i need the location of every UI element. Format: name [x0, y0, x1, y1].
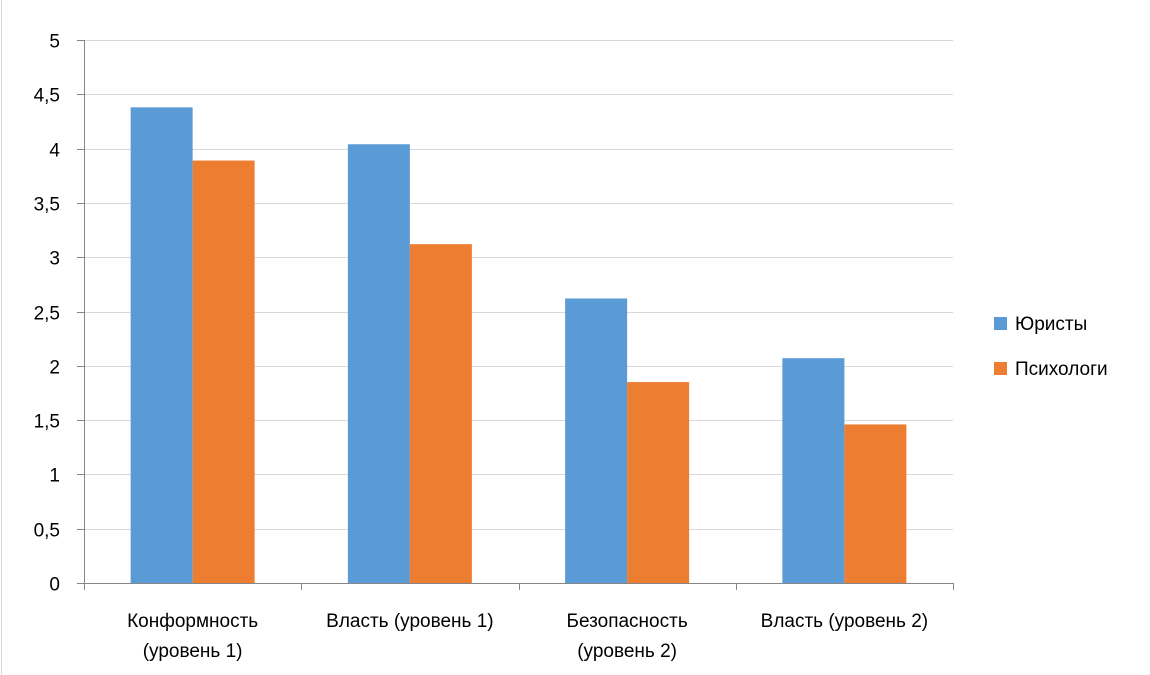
y-tick-label: 4	[49, 141, 60, 162]
legend-swatch	[994, 317, 1007, 330]
bar-series-2	[627, 382, 690, 583]
x-category-label: (уровень 1)	[143, 641, 243, 662]
bar-series-2	[409, 244, 472, 583]
x-category-label: Конформность	[127, 611, 258, 632]
x-category-label: Власть (уровень 1)	[326, 611, 493, 632]
bar-series-2	[844, 424, 907, 583]
x-category-label: (уровень 2)	[577, 641, 677, 662]
y-tick-label: 4,5	[34, 86, 60, 107]
bar-series-1	[130, 107, 193, 583]
bar-series-2	[192, 160, 255, 583]
x-category-labels: Конформность (уровень 1) Власть (уровень 1…	[127, 611, 928, 662]
legend-swatch	[994, 362, 1007, 375]
bar-series-1	[347, 144, 410, 584]
y-tick-label: 0	[49, 575, 60, 596]
x-category-label: Безопасность	[567, 611, 688, 632]
y-tick-label: 1	[49, 466, 60, 487]
axes	[77, 40, 954, 590]
y-tick-label: 5	[49, 32, 60, 53]
y-tick-label: 1,5	[34, 412, 60, 433]
y-tick-labels: 0 0,5 1 1,5 2 2,5 3 3,5 4 4,5 5	[34, 32, 61, 596]
y-tick-label: 3,5	[34, 195, 60, 216]
legend: Юристы Психологи	[994, 314, 1108, 380]
y-tick-label: 0,5	[34, 521, 60, 542]
bar-series-1	[782, 358, 845, 583]
legend-label: Юристы	[1015, 314, 1087, 335]
bar-series-1	[565, 298, 628, 583]
y-tick-label: 2	[49, 358, 60, 379]
x-category-label: Власть (уровень 2)	[761, 611, 928, 632]
bars	[130, 107, 907, 584]
y-tick-label: 2,5	[34, 304, 60, 325]
legend-label: Психологи	[1015, 359, 1108, 380]
y-tick-label: 3	[49, 249, 60, 270]
